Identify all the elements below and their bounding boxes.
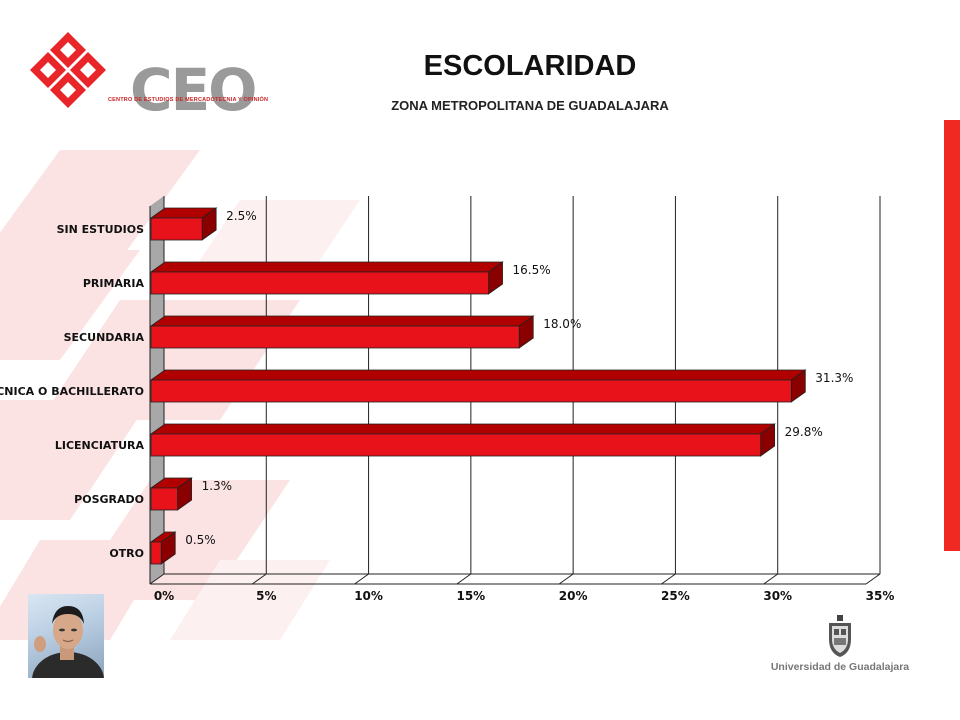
bar-front — [150, 379, 792, 403]
floor-gridline — [558, 573, 574, 585]
bar — [149, 315, 535, 349]
bar-front — [150, 271, 489, 295]
category-label: TÉCNICA O BACHILLERATO — [0, 385, 144, 398]
data-label: 0.5% — [185, 533, 216, 547]
bar — [149, 207, 218, 241]
diamond-logo-icon — [30, 32, 106, 108]
floor-gridline — [251, 573, 267, 585]
floor-gridline — [354, 573, 369, 585]
x-tick-label: 15% — [456, 589, 485, 603]
category-label: LICENCIATURA — [55, 439, 145, 452]
person-photo — [28, 594, 104, 678]
bar — [149, 261, 504, 295]
category-label: SECUNDARIA — [64, 331, 145, 344]
x-tick-label: 0% — [154, 589, 174, 603]
bar — [149, 423, 776, 457]
floor-gridline — [149, 573, 165, 585]
floor-gridline — [456, 573, 472, 585]
university-logo: Universidad de Guadalajara — [770, 615, 910, 675]
page-subtitle: ZONA METROPOLITANA DE GUADALAJARA — [391, 98, 669, 113]
bar-top — [149, 315, 535, 327]
floor-gridline — [865, 573, 881, 585]
data-label: 31.3% — [815, 371, 853, 385]
data-label: 16.5% — [513, 263, 551, 277]
accent-strip — [944, 120, 960, 551]
data-label: 29.8% — [785, 425, 823, 439]
bar-top — [149, 261, 504, 273]
bar-front — [150, 217, 203, 241]
bar-front — [150, 541, 162, 565]
bar-top — [149, 369, 807, 381]
bar — [149, 477, 193, 511]
university-name: Universidad de Guadalajara — [770, 661, 910, 673]
x-tick-label: 30% — [763, 589, 792, 603]
bar — [149, 531, 177, 565]
x-tick-label: 35% — [866, 589, 895, 603]
bar — [149, 369, 807, 403]
page-title: ESCOLARIDAD — [423, 50, 637, 82]
x-tick-label: 10% — [354, 589, 383, 603]
category-label: POSGRADO — [74, 493, 144, 506]
bar-top — [149, 423, 776, 435]
category-label: PRIMARIA — [83, 277, 145, 290]
data-label: 1.3% — [202, 479, 233, 493]
bar-front — [150, 433, 762, 457]
logo-tagline: CENTRO DE ESTUDIOS DE MERCADOTECNIA Y OP… — [108, 97, 269, 103]
ceo-logo: CEO CENTRO DE ESTUDIOS DE MERCADOTECNIA … — [28, 30, 268, 120]
category-label: OTRO — [109, 547, 144, 560]
data-label: 2.5% — [226, 209, 257, 223]
shield-crest-icon — [829, 615, 851, 657]
x-tick-label: 5% — [256, 589, 276, 603]
bar-front — [150, 487, 178, 511]
x-tick-label: 20% — [559, 589, 588, 603]
floor-gridline — [763, 573, 779, 585]
bar-front — [150, 325, 520, 349]
logo-name: CEO — [130, 56, 257, 124]
data-label: 18.0% — [543, 317, 581, 331]
x-tick-label: 25% — [661, 589, 690, 603]
category-label: SIN ESTUDIOS — [57, 223, 144, 236]
floor-gridline — [661, 573, 676, 585]
